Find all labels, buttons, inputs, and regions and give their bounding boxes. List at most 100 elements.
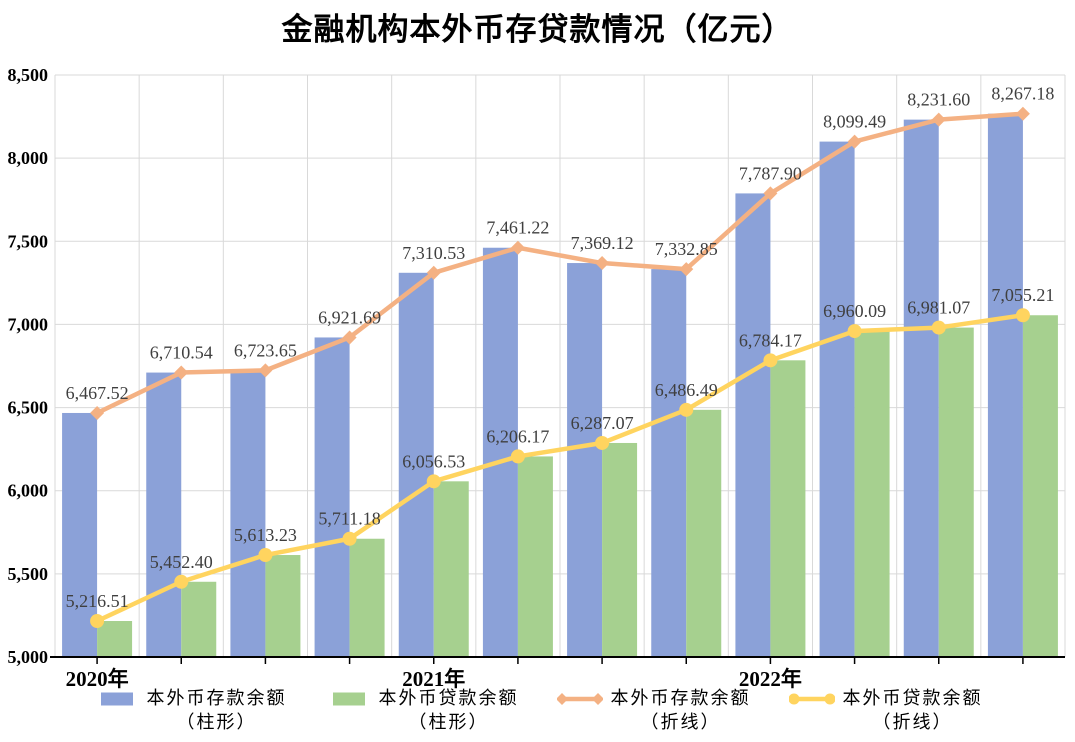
legend-sublabel: （柱形） <box>408 712 489 732</box>
loan-bar <box>265 555 301 657</box>
data-label: 6,784.17 <box>739 330 802 350</box>
data-label: 5,711.18 <box>318 509 380 529</box>
loan-bar <box>181 581 217 657</box>
deposit-bar <box>987 113 1023 657</box>
loan-bar <box>686 409 722 657</box>
data-label: 6,710.54 <box>150 343 213 363</box>
data-label: 7,055.21 <box>991 285 1054 305</box>
loan-bar <box>517 456 553 657</box>
deposit-line-marker <box>426 265 441 280</box>
deposit-line-swatch <box>555 691 604 712</box>
loan-line-marker <box>595 435 610 450</box>
loan-line-path <box>94 312 1026 624</box>
loan-bar <box>1022 315 1058 657</box>
legend-item-loan-bar: 本外币贷款余额 （柱形） <box>325 686 519 734</box>
data-label: 6,960.09 <box>823 301 886 321</box>
deposit-line-marker <box>847 134 862 149</box>
deposit-line-marker <box>1015 106 1030 121</box>
legend: 本外币存款余额 （柱形） 本外币贷款余额 （柱形） 本外币存款余额 （折线） 本… <box>0 686 1075 734</box>
y-axis-label: 8,500 <box>8 65 49 85</box>
x-axis-year-label: 2021年 <box>402 667 465 691</box>
x-axis-year-label: 2022年 <box>739 667 802 691</box>
loan-line-marker <box>763 353 778 368</box>
data-label: 8,267.18 <box>991 84 1054 104</box>
deposit-bar <box>482 247 518 658</box>
deposit-bar <box>567 263 603 657</box>
y-axis-label: 8,000 <box>8 148 49 168</box>
y-axis-label: 7,000 <box>8 314 49 334</box>
deposit-bar <box>146 372 182 657</box>
loan-line-marker <box>931 320 946 335</box>
data-label: 6,467.52 <box>66 383 129 403</box>
data-label: 7,332.85 <box>655 239 718 259</box>
deposit-line-marker <box>90 405 105 420</box>
loan-line-marker <box>174 574 189 589</box>
chart-title: 金融机构本外币存贷款情况（亿元） <box>281 12 794 47</box>
data-label: 6,981.07 <box>907 298 970 318</box>
deposit-bar-swatch <box>93 691 139 712</box>
y-axis-label: 7,500 <box>8 231 49 251</box>
loan-line-marker <box>90 613 105 628</box>
legend-sublabel: （折线） <box>640 712 721 732</box>
legend-label: 本外币贷款余额 <box>842 688 983 708</box>
data-label: 6,921.69 <box>318 307 381 327</box>
deposit-line-marker <box>174 365 189 380</box>
data-label: 8,231.60 <box>907 90 970 110</box>
data-label: 6,056.53 <box>402 451 465 471</box>
deposit-bar <box>903 119 939 657</box>
x-axis-year-label: 2020年 <box>66 667 129 691</box>
legend-item-deposit-line: 本外币存款余额 （折线） <box>555 686 751 734</box>
deposit-bar-legend-marker <box>100 692 133 706</box>
loan-line-marker <box>847 324 862 339</box>
y-axis-label: 5,000 <box>8 647 49 667</box>
loan-bar <box>854 331 890 657</box>
deposit-bar <box>62 412 98 657</box>
loan-line-marker <box>342 531 357 546</box>
deposit-bar <box>398 272 434 657</box>
data-label: 6,206.17 <box>486 426 549 446</box>
deposit-bar <box>651 269 687 657</box>
deposit-bar <box>819 141 855 657</box>
deposit-line-marker <box>763 186 778 201</box>
legend-label: 本外币存款余额 <box>146 688 287 708</box>
deposit-bar <box>735 193 771 658</box>
deposit-line-marker <box>595 256 610 271</box>
data-label: 6,486.49 <box>655 380 718 400</box>
data-label: 5,613.23 <box>234 525 297 545</box>
y-axis-label: 6,000 <box>8 481 49 501</box>
deposit-bar <box>230 370 266 657</box>
deposit-bar <box>314 337 350 657</box>
loan-line-marker <box>258 548 273 563</box>
loan-bar <box>97 620 133 657</box>
deposit-line-marker <box>679 262 694 277</box>
legend-sublabel: （折线） <box>872 712 953 732</box>
legend-sublabel: （柱形） <box>176 712 257 732</box>
deposit-line-path <box>94 111 1026 416</box>
data-label: 7,461.22 <box>486 218 549 238</box>
loan-line-marker <box>1015 308 1030 323</box>
y-axis-label: 5,500 <box>8 564 49 584</box>
legend-label: 本外币贷款余额 <box>378 688 519 708</box>
loan-bar-legend-marker <box>332 692 365 706</box>
legend-item-loan-line: 本外币贷款余额 （折线） <box>788 686 983 734</box>
data-label: 8,099.49 <box>823 112 886 132</box>
deposit-line-marker <box>510 240 525 255</box>
y-axis-label: 6,500 <box>8 398 49 418</box>
data-label: 7,310.53 <box>402 243 465 263</box>
loan-bar <box>938 327 974 657</box>
data-label: 7,369.12 <box>571 233 634 253</box>
data-label: 6,287.07 <box>571 413 634 433</box>
loan-bar <box>602 442 638 657</box>
data-label: 5,452.40 <box>150 552 213 572</box>
loan-line-marker <box>510 449 525 464</box>
loan-line-swatch <box>788 691 835 712</box>
loan-bar <box>770 360 806 657</box>
loan-bar <box>349 538 385 657</box>
loan-line-marker <box>679 402 694 417</box>
loan-line-legend-marker <box>788 693 835 705</box>
legend-label: 本外币存款余额 <box>610 688 751 708</box>
deposit-line-marker <box>258 363 273 378</box>
data-label: 6,723.65 <box>234 340 297 360</box>
